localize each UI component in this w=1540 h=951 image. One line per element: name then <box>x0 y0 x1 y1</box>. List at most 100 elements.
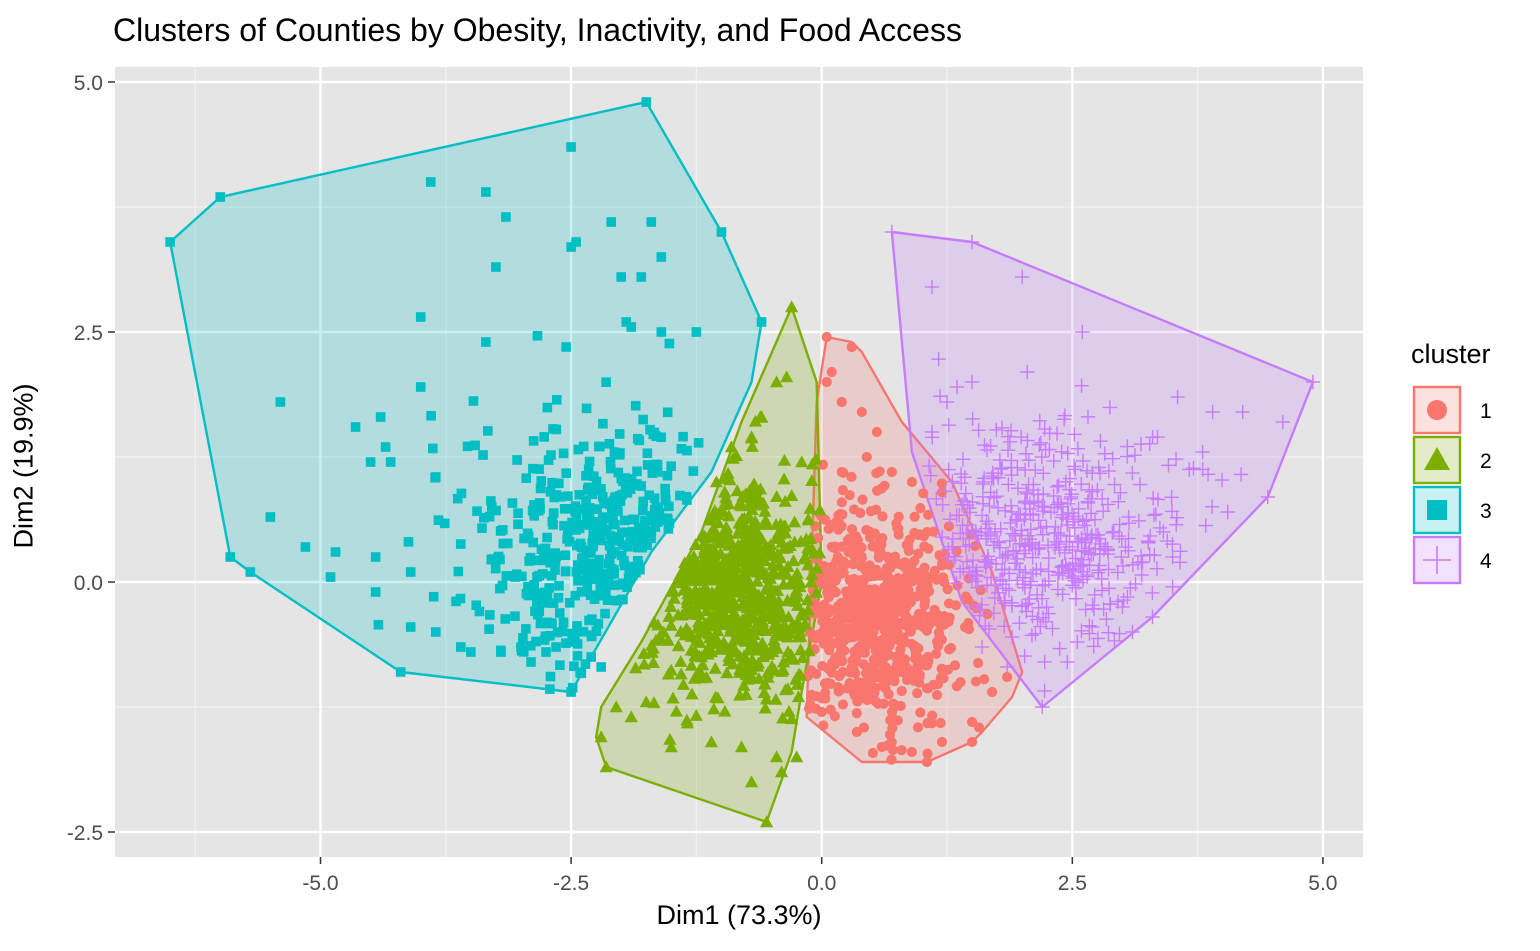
point-plus <box>1092 558 1107 573</box>
point-square <box>564 598 575 608</box>
point-triangle <box>810 561 824 574</box>
point-square <box>405 567 416 577</box>
point-triangle <box>795 455 809 468</box>
point-circle <box>844 533 855 544</box>
point-plus <box>1156 524 1171 540</box>
point-plus <box>1086 639 1101 654</box>
point-plus <box>1004 504 1019 520</box>
point-square <box>636 481 647 491</box>
point-plus <box>1013 429 1029 445</box>
point-plus <box>1113 485 1128 500</box>
point-square <box>474 606 485 617</box>
point-square <box>607 508 617 519</box>
point-square <box>634 522 644 533</box>
point-plus <box>1121 516 1137 531</box>
point-circle <box>960 622 971 633</box>
point-circle <box>883 689 894 700</box>
point-plus <box>935 497 950 512</box>
point-plus <box>934 529 950 545</box>
point-triangle <box>710 560 724 572</box>
point-plus <box>1037 577 1053 592</box>
point-circle <box>951 546 962 557</box>
point-plus <box>1034 591 1050 606</box>
point-square <box>611 595 622 606</box>
point-square <box>662 407 673 418</box>
point-plus <box>1046 488 1061 504</box>
point-square <box>608 580 619 591</box>
point-plus <box>1036 466 1051 481</box>
point-square <box>619 560 630 571</box>
point-triangle <box>663 732 677 745</box>
point-square <box>265 512 276 522</box>
point-plus <box>1019 486 1035 502</box>
point-square <box>616 272 627 282</box>
point-square <box>535 504 545 514</box>
point-square <box>481 187 491 197</box>
point-circle <box>842 625 853 636</box>
point-square <box>588 471 599 481</box>
point-triangle <box>721 497 736 510</box>
point-square <box>521 588 532 599</box>
point-circle <box>856 551 867 562</box>
point-square <box>456 642 466 652</box>
point-triangle <box>781 682 795 695</box>
point-circle <box>887 633 898 644</box>
point-triangle <box>759 513 773 526</box>
point-plus <box>1082 618 1097 633</box>
point-plus <box>1135 554 1150 570</box>
point-circle <box>886 669 897 680</box>
point-circle <box>856 406 867 418</box>
point-square <box>541 598 552 608</box>
point-circle <box>815 607 826 618</box>
point-circle <box>921 756 933 768</box>
point-square <box>535 498 545 508</box>
point-plus <box>1018 446 1034 461</box>
point-square <box>646 510 656 521</box>
point-square <box>605 463 616 474</box>
point-plus <box>962 565 977 580</box>
point-square <box>477 523 487 534</box>
point-triangle <box>678 556 692 569</box>
point-circle <box>918 488 929 499</box>
point-square <box>215 192 226 202</box>
point-square <box>536 476 547 486</box>
point-circle <box>898 664 909 676</box>
point-plus <box>1165 579 1180 594</box>
point-square <box>373 619 384 630</box>
point-square <box>756 317 767 327</box>
point-square <box>617 489 628 500</box>
point-triangle <box>624 710 638 723</box>
point-square <box>638 505 648 515</box>
point-triangle <box>705 513 719 526</box>
point-square <box>638 414 648 425</box>
point-square <box>524 556 534 566</box>
point-circle <box>888 611 899 622</box>
point-square <box>580 659 591 669</box>
point-triangle <box>681 587 695 600</box>
point-triangle <box>713 536 727 549</box>
point-square <box>691 327 702 337</box>
point-plus <box>993 521 1008 537</box>
point-square <box>561 342 571 352</box>
point-triangle <box>673 568 687 581</box>
point-circle <box>982 608 993 620</box>
point-plus <box>1066 459 1082 474</box>
point-plus <box>939 394 955 410</box>
point-triangle <box>715 566 730 579</box>
point-circle <box>876 483 887 494</box>
point-square <box>616 550 627 561</box>
point-square <box>578 563 589 574</box>
point-square <box>512 455 522 465</box>
point-plus <box>1105 525 1120 540</box>
point-square <box>575 667 585 678</box>
point-square <box>426 410 436 421</box>
point-plus <box>1068 580 1083 595</box>
point-triangle <box>664 600 678 612</box>
point-plus <box>921 458 937 474</box>
point-square <box>682 495 692 505</box>
point-square <box>625 562 636 572</box>
point-plus <box>1020 596 1036 611</box>
point-square <box>479 513 489 523</box>
point-square <box>609 447 620 457</box>
